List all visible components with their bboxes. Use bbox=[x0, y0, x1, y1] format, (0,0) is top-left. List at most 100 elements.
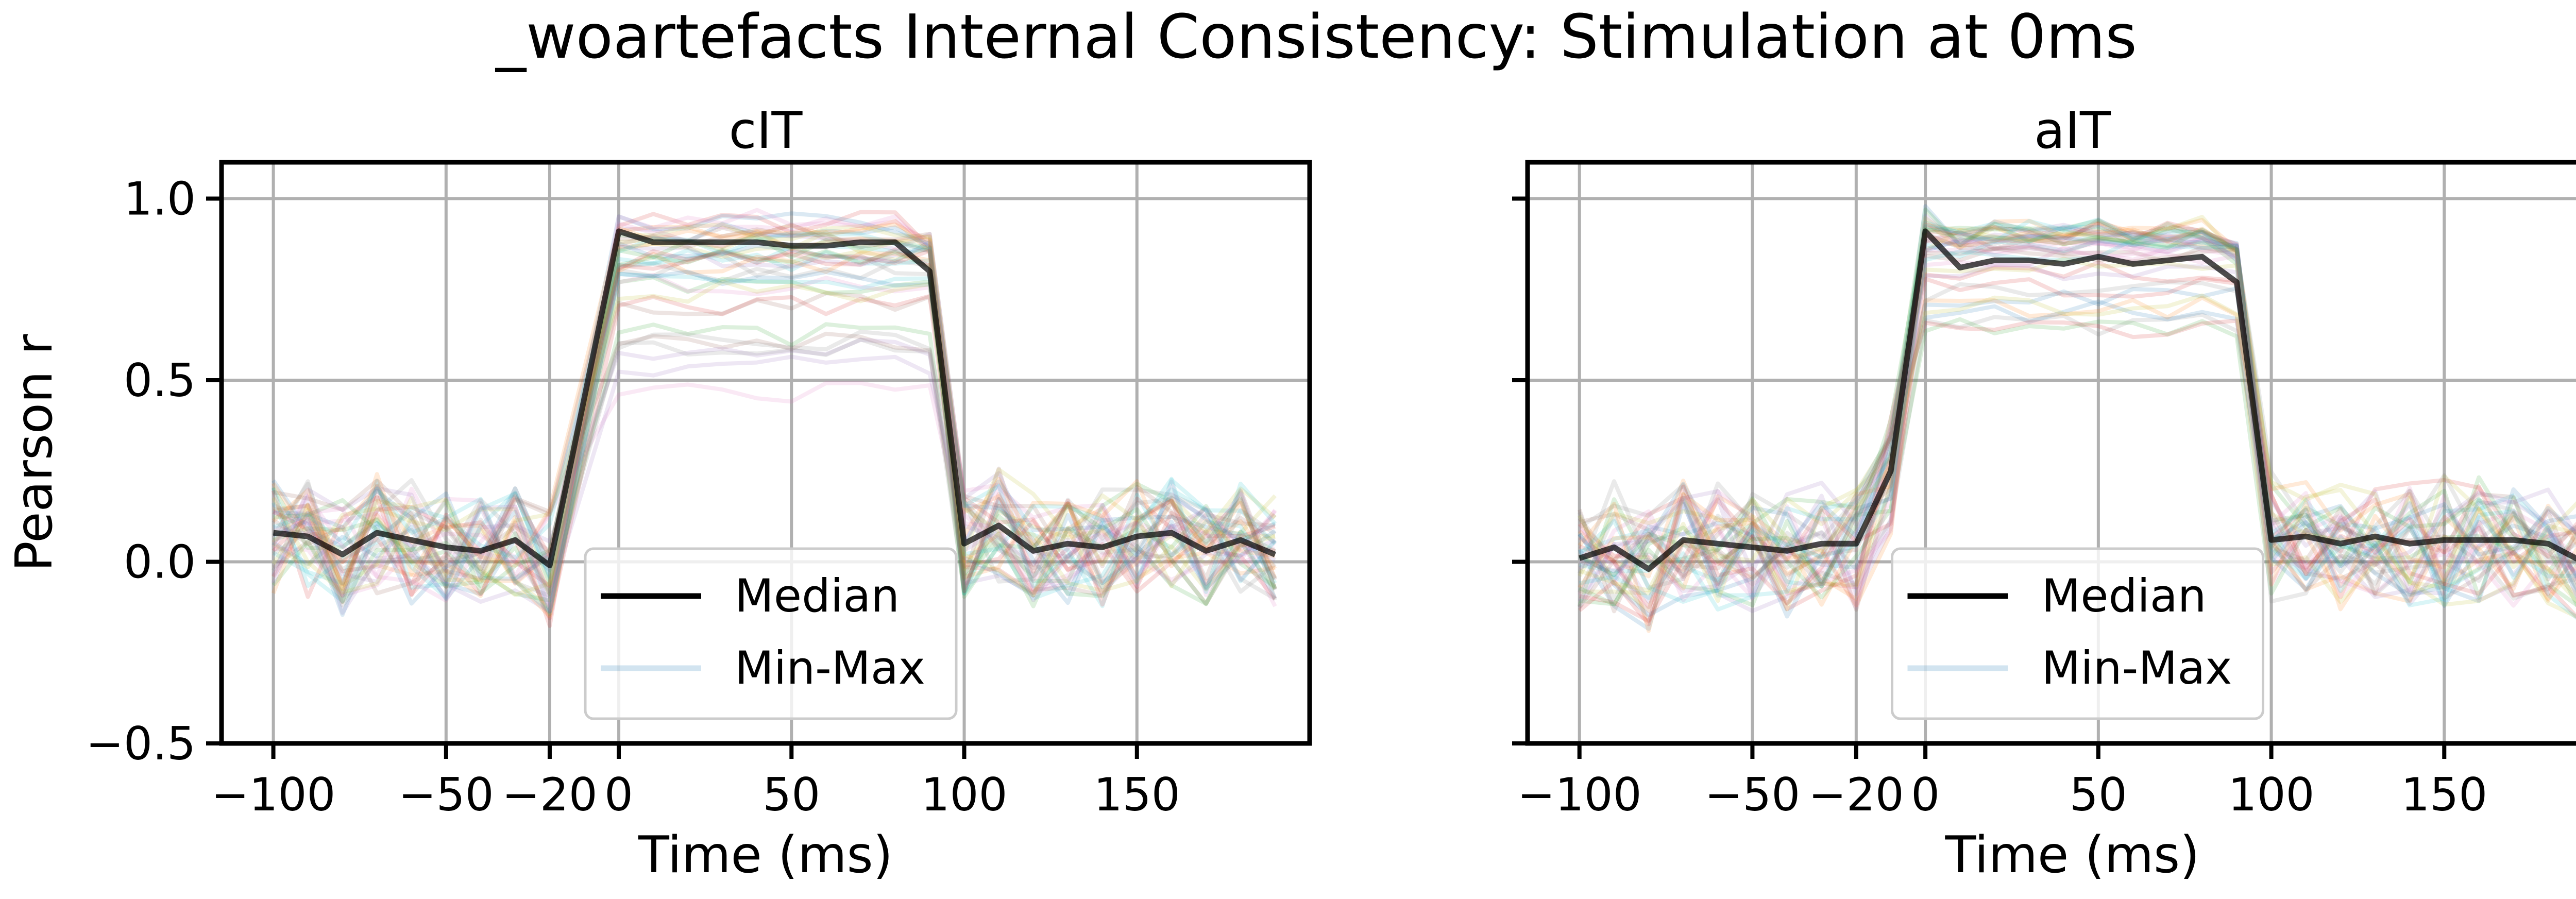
legend-label-minmax: Min-Max bbox=[735, 641, 925, 694]
x-tick-label: 150 bbox=[1094, 768, 1180, 821]
minmax-trace-line bbox=[272, 269, 1276, 617]
legend-label-median: Median bbox=[735, 569, 900, 622]
minmax-trace-line bbox=[272, 219, 1276, 591]
minmax-trace-line bbox=[1578, 227, 2576, 607]
minmax-trace-line bbox=[1577, 207, 2576, 607]
legend-box bbox=[584, 547, 958, 720]
minmax-trace-line bbox=[272, 252, 1277, 598]
x-axis-label: Time (ms) bbox=[1945, 826, 2200, 885]
legend-box bbox=[1891, 547, 2264, 720]
median-line bbox=[1579, 228, 2576, 572]
panel-title: aIT bbox=[2034, 101, 2111, 160]
x-tick-label: −50 bbox=[1705, 768, 1801, 821]
minmax-trace-line bbox=[1578, 223, 2576, 587]
x-tick-label: −20 bbox=[502, 768, 598, 821]
x-tick-label: 50 bbox=[2070, 768, 2127, 821]
legend: Median Min-Max bbox=[1891, 547, 2264, 720]
minmax-trace-line bbox=[1578, 220, 2576, 601]
minmax-trace-line bbox=[272, 273, 1276, 583]
minmax-trace-line bbox=[271, 210, 1277, 628]
axes-frame bbox=[1525, 160, 2576, 746]
chart-panel-cit: −100 −50 −20 0 50 100 150 −0.5 0.0 0.5 1.0 cIT Time … bbox=[5, 101, 1312, 885]
minmax-traces bbox=[271, 208, 1277, 628]
minmax-trace-line bbox=[1578, 204, 2576, 631]
minmax-trace-line bbox=[272, 222, 1276, 597]
minmax-trace-line bbox=[273, 229, 1276, 598]
x-tick-label: −20 bbox=[1808, 768, 1904, 821]
minmax-trace-line bbox=[273, 227, 1277, 590]
x-tick-label: −100 bbox=[211, 768, 336, 821]
minmax-trace-line bbox=[273, 331, 1277, 598]
minmax-trace-line bbox=[1578, 232, 2576, 608]
minmax-trace-line bbox=[1578, 245, 2576, 596]
x-tick-label: 150 bbox=[2401, 768, 2487, 821]
minmax-trace-line bbox=[272, 208, 1277, 612]
minmax-trace-line bbox=[272, 322, 1276, 606]
y-tick-label: 0.0 bbox=[124, 536, 196, 589]
minmax-trace-line bbox=[272, 223, 1277, 606]
x-tick-label: 100 bbox=[921, 768, 1008, 821]
minmax-trace-line bbox=[271, 248, 1277, 608]
y-tick-label: −0.5 bbox=[86, 717, 196, 770]
minmax-trace-line bbox=[1579, 213, 2576, 596]
minmax-trace-line bbox=[1578, 227, 2576, 607]
minmax-trace-line bbox=[273, 275, 1277, 617]
x-axis-label: Time (ms) bbox=[638, 826, 893, 885]
minmax-trace-line bbox=[272, 248, 1276, 593]
minmax-trace-line bbox=[1578, 312, 2576, 594]
minmax-trace-line bbox=[272, 279, 1277, 598]
minmax-trace-line bbox=[1579, 244, 2576, 597]
minmax-trace-line bbox=[1579, 217, 2576, 620]
minmax-trace-line bbox=[1579, 239, 2576, 588]
panel-title: cIT bbox=[729, 101, 803, 160]
minmax-trace-line bbox=[1578, 317, 2576, 600]
minmax-trace-line bbox=[1579, 234, 2576, 614]
y-tick-label: 1.0 bbox=[124, 173, 196, 226]
legend: Median Min-Max bbox=[584, 547, 958, 720]
minmax-trace-line bbox=[1579, 260, 2576, 596]
minmax-traces bbox=[1577, 204, 2576, 633]
minmax-trace-line bbox=[1578, 234, 2576, 586]
minmax-trace-line bbox=[271, 337, 1276, 615]
minmax-trace-line bbox=[1578, 228, 2576, 619]
legend-label-median: Median bbox=[2042, 569, 2207, 622]
minmax-trace-line bbox=[273, 381, 1277, 607]
minmax-trace-line bbox=[272, 329, 1277, 598]
axes-frame bbox=[219, 160, 1312, 746]
minmax-trace-line bbox=[1577, 218, 2576, 614]
minmax-trace-line bbox=[1579, 215, 2576, 612]
minmax-trace-line bbox=[273, 231, 1277, 594]
minmax-trace-line bbox=[273, 214, 1277, 609]
minmax-trace-line bbox=[1578, 234, 2576, 606]
minmax-trace-line bbox=[273, 245, 1277, 596]
minmax-trace-line bbox=[272, 222, 1277, 589]
minmax-trace-line bbox=[272, 259, 1277, 601]
y-tick-label: 0.5 bbox=[124, 354, 196, 407]
minmax-trace-line bbox=[272, 294, 1277, 621]
x-tick-label: −100 bbox=[1517, 768, 1642, 821]
minmax-trace-line bbox=[273, 248, 1277, 606]
minmax-trace-line bbox=[271, 354, 1276, 600]
minmax-trace-line bbox=[1578, 277, 2576, 619]
minmax-trace-line bbox=[272, 240, 1277, 601]
x-tick-label: 0 bbox=[604, 768, 633, 821]
legend-label-minmax: Min-Max bbox=[2042, 641, 2232, 694]
minmax-trace-line bbox=[1578, 218, 2576, 607]
minmax-trace-line bbox=[272, 227, 1277, 614]
minmax-trace-line bbox=[1578, 286, 2576, 619]
minmax-trace-line bbox=[1578, 236, 2576, 610]
minmax-trace-line bbox=[1578, 295, 2576, 633]
chart-panel-ait: −100 −50 −20 0 50 100 150 aIT Time (ms) Median Min… bbox=[1512, 101, 2576, 885]
minmax-trace-line bbox=[1579, 221, 2576, 598]
x-tick-label: 0 bbox=[1911, 768, 1940, 821]
minmax-trace-line bbox=[1578, 222, 2576, 613]
minmax-trace-line bbox=[1577, 280, 2576, 586]
minmax-trace-line bbox=[1579, 222, 2576, 607]
minmax-trace-line bbox=[1578, 293, 2576, 607]
minmax-trace-line bbox=[1578, 263, 2576, 575]
median-line bbox=[273, 228, 1277, 568]
figure-title: _woartefacts Internal Consistency: Stimu… bbox=[495, 1, 2137, 72]
minmax-trace-line bbox=[1578, 318, 2576, 626]
minmax-trace-line bbox=[272, 291, 1276, 596]
